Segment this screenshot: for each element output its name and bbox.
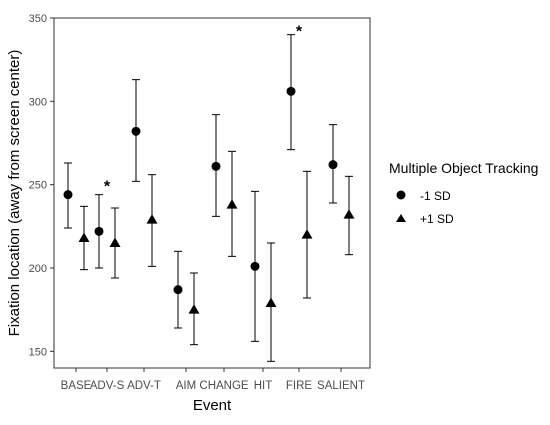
x-tick-label: ADV-T [127, 380, 161, 392]
y-tick-label: 300 [29, 96, 47, 108]
data-marks: ** [63, 23, 355, 362]
data-point-triangle [226, 199, 238, 209]
legend-title: Multiple Object Tracking [389, 160, 538, 176]
x-tick-label: FIRE [286, 380, 313, 392]
legend-circle-marker [396, 190, 406, 200]
data-point-triangle [109, 237, 121, 247]
data-point-triangle [146, 214, 158, 224]
data-point-circle [328, 160, 338, 170]
data-point-circle [250, 261, 260, 271]
data-point-circle [131, 126, 141, 136]
y-axis: 150 200 250 300 350 [29, 13, 54, 358]
significance-asterisk: * [104, 178, 111, 195]
data-point-triangle [265, 297, 277, 307]
data-point-circle [286, 86, 296, 96]
x-tick-label: CHANGE [199, 380, 249, 392]
x-axis-label: Event [193, 397, 232, 414]
data-point-triangle [301, 229, 313, 239]
data-point-triangle [343, 209, 355, 219]
x-tick-label: HIT [254, 380, 273, 392]
y-tick-label: 350 [29, 13, 47, 25]
legend-label-plus-1sd: +1 SD [420, 212, 454, 226]
y-tick-label: 150 [29, 346, 47, 358]
data-point-circle [173, 285, 183, 295]
data-point-circle [211, 161, 221, 171]
x-tick-label: BASE [61, 380, 92, 392]
y-tick-label: 250 [29, 180, 47, 192]
x-tick-label: SALIENT [317, 380, 365, 392]
data-point-circle [63, 190, 73, 200]
y-axis-label: Fixation location (away from screen cent… [6, 50, 23, 337]
plot-panel [53, 17, 371, 369]
y-tick-label: 200 [29, 263, 47, 275]
legend-triangle-marker [396, 214, 406, 222]
x-tick-label: ADV-S [90, 380, 125, 392]
legend-label-minus-1sd: -1 SD [420, 189, 451, 203]
legend: Multiple Object Tracking -1 SD +1 SD [389, 160, 538, 226]
data-point-triangle [78, 232, 90, 242]
significance-asterisk: * [296, 23, 303, 40]
data-point-circle [94, 226, 104, 236]
x-tick-label: AIM [176, 380, 196, 392]
data-point-triangle [188, 304, 200, 314]
